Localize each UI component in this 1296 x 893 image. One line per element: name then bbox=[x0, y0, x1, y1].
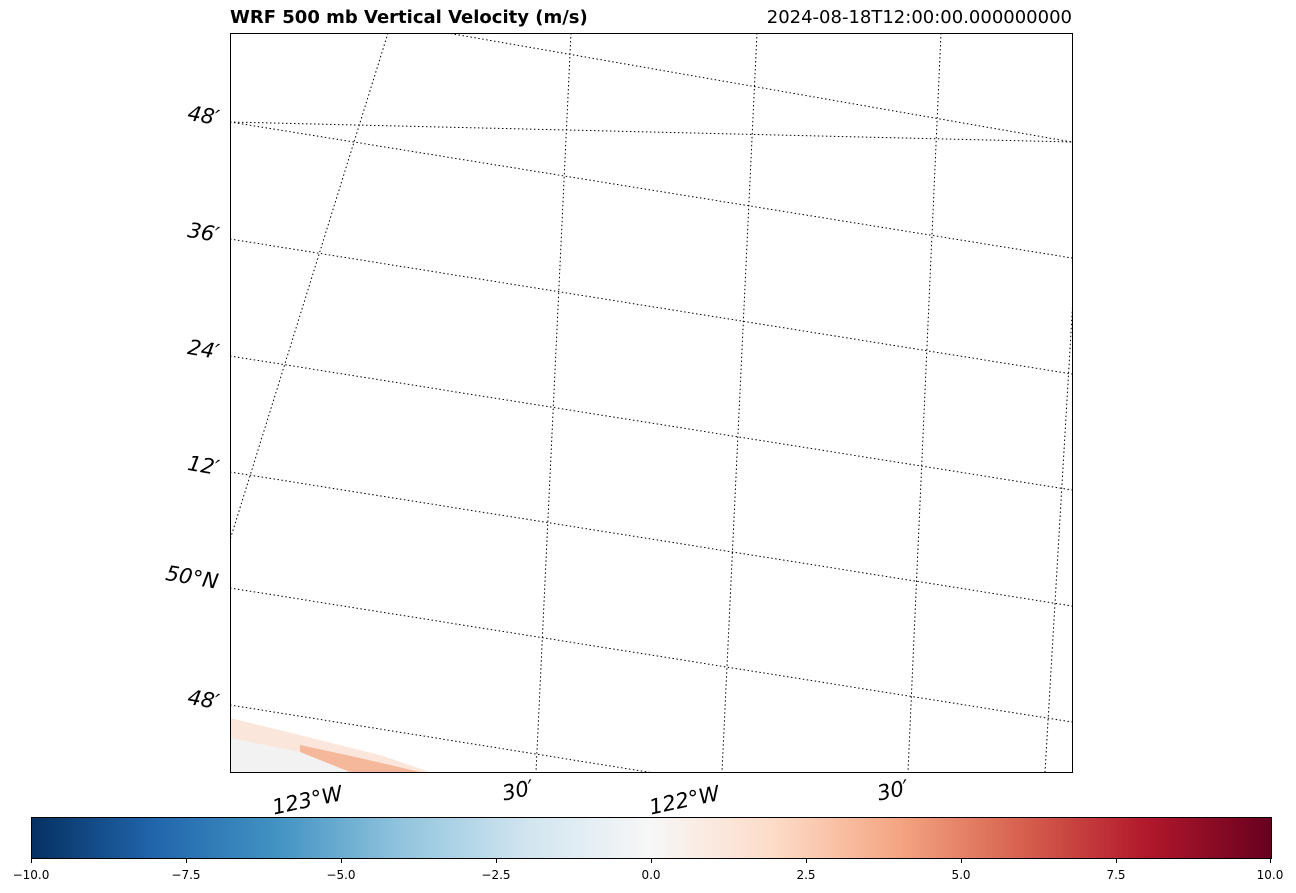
lat-line bbox=[230, 587, 1072, 723]
lat-line bbox=[230, 121, 1072, 143]
lat-label: 36′ bbox=[185, 218, 222, 248]
colorbar-tick-label: 10.0 bbox=[1256, 868, 1284, 882]
lon-line bbox=[721, 33, 758, 772]
colorbar-fill bbox=[31, 817, 1271, 858]
lat-line bbox=[230, 121, 1072, 259]
lon-line bbox=[907, 33, 942, 772]
lon-line bbox=[230, 33, 389, 541]
lat-line bbox=[230, 238, 1072, 375]
lon-line bbox=[535, 33, 572, 772]
colorbar-tick-label: 5.0 bbox=[951, 868, 971, 882]
field-band-near-zero bbox=[230, 738, 350, 772]
map-title: WRF 500 mb Vertical Velocity (m/s) bbox=[230, 7, 588, 28]
map-timestamp: 2024-08-18T12:00:00.000000000 bbox=[766, 7, 1072, 28]
colorbar-tick-label: 2.5 bbox=[796, 868, 816, 882]
lat-line bbox=[444, 33, 1072, 143]
colorbar-tick-label: −7.5 bbox=[171, 868, 201, 882]
lat-line bbox=[230, 355, 1072, 491]
lat-label: 48′ bbox=[185, 685, 222, 715]
lat-label: 48′ bbox=[185, 101, 222, 131]
lat-label: 12′ bbox=[185, 451, 222, 481]
colorbar-tick-label: −5.0 bbox=[326, 868, 356, 882]
colorbar-tick-label: −10.0 bbox=[12, 868, 50, 882]
lon-line bbox=[1044, 306, 1072, 772]
lat-label: 24′ bbox=[185, 335, 222, 365]
colorbar-tickmarks bbox=[31, 858, 1271, 863]
colorbar-tick-label: 0.0 bbox=[641, 868, 661, 882]
lat-line bbox=[230, 471, 1072, 607]
colorbar-tick-label: 7.5 bbox=[1106, 868, 1126, 882]
data-field bbox=[230, 718, 430, 772]
colorbar-tick-label: −2.5 bbox=[481, 868, 511, 882]
graticule bbox=[230, 33, 1072, 772]
map-frame bbox=[230, 33, 1073, 773]
